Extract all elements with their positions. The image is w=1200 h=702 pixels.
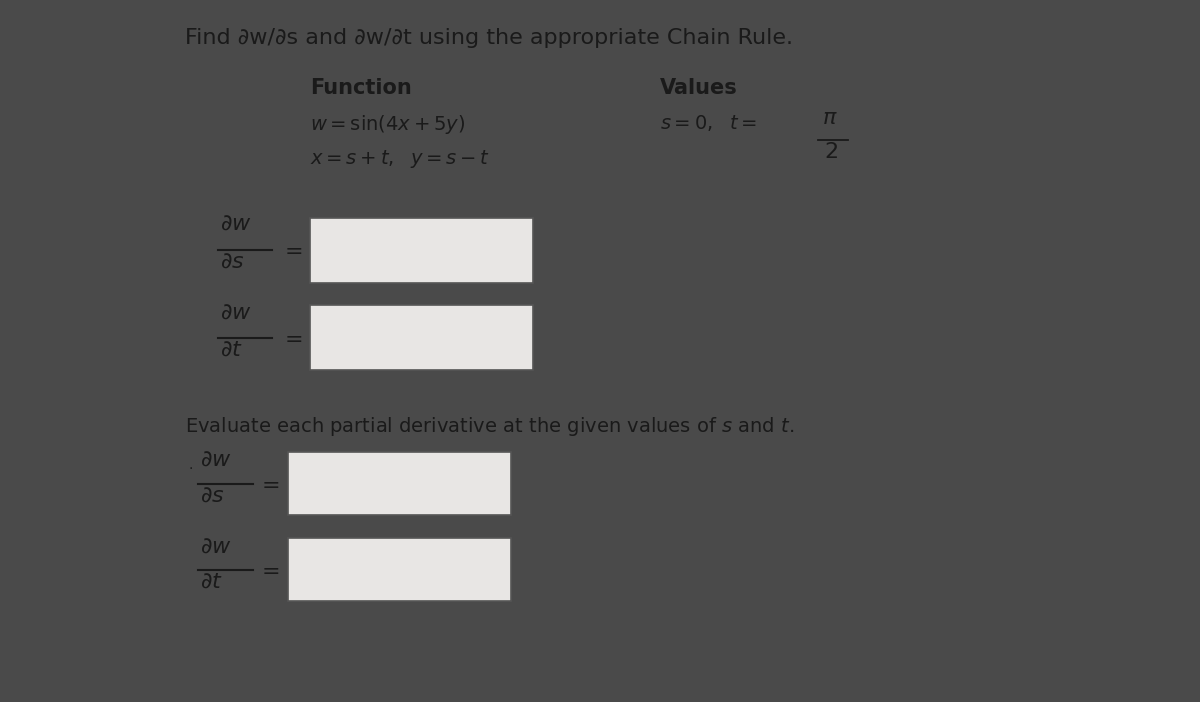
- Text: $\partial w$: $\partial w$: [200, 537, 232, 557]
- Text: $\partial s$: $\partial s$: [200, 486, 224, 506]
- Text: $2$: $2$: [824, 142, 838, 162]
- Text: =: =: [286, 330, 304, 350]
- Text: $w = \sin(4x + 5y)$: $w = \sin(4x + 5y)$: [310, 113, 466, 136]
- Text: Find ∂w/∂s and ∂w/∂t using the appropriate Chain Rule.: Find ∂w/∂s and ∂w/∂t using the appropria…: [185, 28, 793, 48]
- Text: =: =: [262, 476, 281, 496]
- Text: $s = 0, \ \ t = $: $s = 0, \ \ t = $: [660, 113, 757, 133]
- Text: Function: Function: [310, 78, 412, 98]
- Text: =: =: [262, 562, 281, 582]
- Text: $\partial w$: $\partial w$: [200, 450, 232, 470]
- Text: ·: ·: [188, 462, 192, 476]
- Text: Values: Values: [660, 78, 738, 98]
- FancyBboxPatch shape: [288, 452, 511, 515]
- Text: $x = s + t, \ \ y = s - t$: $x = s + t, \ \ y = s - t$: [310, 148, 491, 170]
- Text: $\partial t$: $\partial t$: [220, 340, 242, 360]
- Text: $\pi$: $\pi$: [822, 108, 838, 128]
- Text: Evaluate each partial derivative at the given values of $s$ and $t$.: Evaluate each partial derivative at the …: [185, 415, 794, 438]
- Text: $\partial w$: $\partial w$: [220, 214, 252, 234]
- Text: $\partial t$: $\partial t$: [200, 572, 223, 592]
- Text: =: =: [286, 242, 304, 262]
- FancyBboxPatch shape: [310, 305, 533, 370]
- Text: $\partial w$: $\partial w$: [220, 303, 252, 323]
- FancyBboxPatch shape: [310, 218, 533, 283]
- Text: $\partial s$: $\partial s$: [220, 252, 245, 272]
- FancyBboxPatch shape: [288, 538, 511, 601]
